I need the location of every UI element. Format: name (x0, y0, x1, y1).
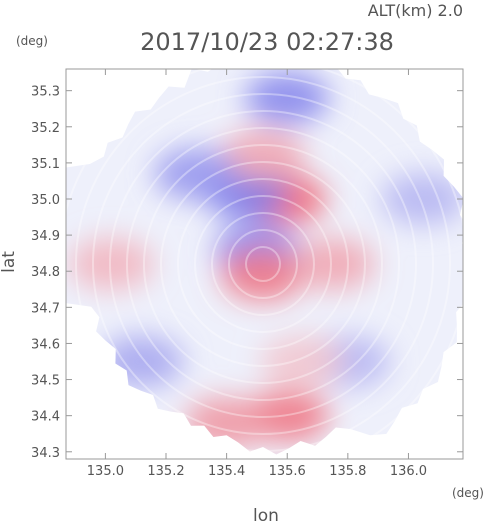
y-tick-label: 34.3 (31, 446, 60, 461)
chart-title: 2017/10/23 02:27:38 (140, 28, 394, 56)
range-ring (142, 144, 383, 384)
y-tick-label: 34.5 (31, 374, 60, 389)
y-tick-label: 34.6 (31, 337, 60, 352)
x-tick-label: 136.0 (390, 464, 427, 479)
altitude-label: ALT(km) 2.0 (368, 1, 463, 20)
velocity-region (154, 147, 239, 200)
x-unit-label: (deg) (452, 486, 484, 500)
velocity-region (260, 335, 345, 388)
y-axis-ticks: 34.3 34.4 34.5 34.6 34.7 34.8 34.9 35.0 35.1 35.2… (31, 85, 463, 461)
velocity-regions (69, 71, 463, 449)
y-tick-label: 34.4 (31, 410, 60, 425)
range-ring (210, 212, 315, 316)
velocity-region (220, 248, 305, 301)
velocity-region (69, 238, 154, 290)
range-ring (125, 127, 400, 401)
x-tick-label: 135.2 (147, 464, 184, 479)
velocity-field (66, 69, 463, 455)
x-axis-label: lon (253, 506, 279, 521)
velocity-region (245, 71, 330, 124)
range-ring (159, 161, 366, 367)
y-tick-label: 35.2 (31, 121, 60, 136)
velocity-region (184, 396, 269, 449)
velocity-region (220, 129, 305, 182)
range-ring (227, 229, 298, 299)
range-ring (193, 195, 332, 333)
range-ring (244, 246, 281, 282)
range-ring (108, 110, 417, 418)
y-tick-label: 34.9 (31, 229, 60, 244)
x-axis-ticks: 135.0 135.2 135.4 135.6 135.8 136.0 (87, 69, 427, 479)
x-tick-label: 135.0 (87, 464, 124, 479)
plot-area (66, 69, 463, 455)
y-axis-label: lat (0, 251, 19, 273)
velocity-region (290, 238, 375, 290)
x-tick-label: 135.6 (269, 464, 306, 479)
range-ring (91, 93, 434, 435)
range-rings (66, 69, 463, 455)
x-tick-label: 135.8 (329, 464, 366, 479)
range-ring (176, 178, 349, 350)
velocity-region (381, 173, 463, 225)
x-tick-label: 135.4 (208, 464, 245, 479)
y-tick-label: 35.0 (31, 193, 60, 208)
y-unit-label: (deg) (16, 34, 48, 48)
y-tick-label: 35.3 (31, 85, 60, 100)
y-tick-label: 34.7 (31, 301, 60, 316)
y-tick-label: 34.8 (31, 265, 60, 280)
y-tick-label: 35.1 (31, 157, 60, 172)
plot-frame (65, 68, 464, 460)
